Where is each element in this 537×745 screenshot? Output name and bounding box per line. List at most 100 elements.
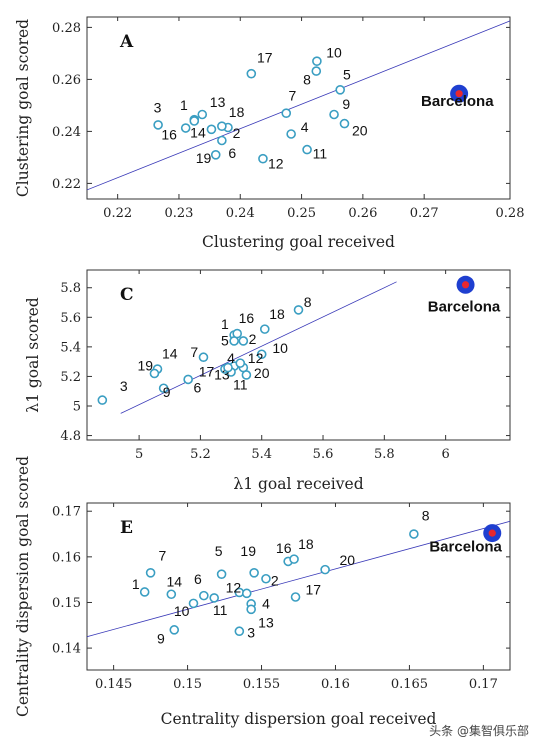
point-label-16: 16 bbox=[239, 310, 255, 326]
barcelona-label: Barcelona bbox=[421, 93, 494, 110]
point-label-1: 1 bbox=[180, 97, 188, 113]
data-point-7 bbox=[281, 108, 292, 118]
point-label-2: 2 bbox=[271, 573, 279, 589]
data-point-20 bbox=[339, 118, 350, 129]
data-point-15 bbox=[241, 588, 252, 599]
y-tick-label: 0.24 bbox=[52, 125, 81, 140]
point-label-19: 19 bbox=[137, 358, 153, 374]
point-label-13: 13 bbox=[258, 615, 274, 631]
x-tick-label: 0.27 bbox=[410, 206, 439, 221]
point-label-2: 2 bbox=[249, 331, 257, 347]
point-label-9: 9 bbox=[163, 384, 171, 400]
y-tick-label: 0.17 bbox=[52, 505, 81, 520]
point-label-6: 6 bbox=[193, 380, 201, 396]
barcelona-label: Barcelona bbox=[429, 538, 502, 555]
data-point-3 bbox=[153, 120, 163, 130]
data-point-11 bbox=[302, 144, 312, 155]
watermark: 头条 @集智俱乐部 bbox=[429, 724, 529, 738]
point-label-17: 17 bbox=[199, 363, 215, 379]
panel-letter: C bbox=[120, 285, 134, 305]
point-label-7: 7 bbox=[159, 547, 167, 563]
point-label-12: 12 bbox=[248, 350, 264, 366]
point-label-18: 18 bbox=[229, 104, 245, 120]
panel-c: 5 5.2 5.4 5.6 5.8 6 4.8 5 5.2 5.4 5.6 5.8 Cλ1 goal r… bbox=[24, 269, 511, 493]
x-tick-label: 0.16 bbox=[321, 677, 350, 692]
data-point-10 bbox=[312, 56, 322, 67]
data-point-1 bbox=[139, 587, 150, 597]
barcelona-label: Barcelona bbox=[428, 298, 501, 315]
data-point-10 bbox=[188, 598, 199, 609]
y-tick-label: 0.15 bbox=[52, 596, 81, 611]
point-label-20: 20 bbox=[340, 552, 356, 568]
point-label-16: 16 bbox=[276, 540, 292, 556]
point-label-5: 5 bbox=[221, 332, 229, 348]
data-point-17 bbox=[223, 362, 233, 373]
point-label-5: 5 bbox=[215, 543, 223, 559]
x-tick-label: 5.4 bbox=[251, 447, 272, 462]
x-tick-label: 5.2 bbox=[190, 447, 211, 462]
data-point-5 bbox=[335, 85, 345, 95]
data-point-19 bbox=[210, 150, 221, 160]
data-point-2 bbox=[261, 573, 271, 584]
point-label-20: 20 bbox=[254, 365, 270, 381]
data-point-2 bbox=[238, 336, 249, 346]
y-tick-label: 0.14 bbox=[52, 642, 81, 657]
y-axis-label: Clustering goal scored bbox=[14, 19, 32, 197]
point-label-14: 14 bbox=[166, 574, 182, 590]
point-label-7: 7 bbox=[288, 88, 296, 104]
x-tick-label: 0.155 bbox=[243, 677, 280, 692]
x-tick-label: 0.24 bbox=[226, 206, 255, 221]
point-label-20: 20 bbox=[352, 122, 368, 138]
x-tick-label: 0.145 bbox=[95, 677, 132, 692]
data-point-13 bbox=[197, 109, 208, 120]
x-axis-label: Centrality dispersion goal received bbox=[161, 710, 437, 728]
point-label-10: 10 bbox=[174, 603, 190, 619]
point-label-4: 4 bbox=[262, 595, 270, 611]
y-tick-label: 0.26 bbox=[52, 73, 81, 88]
point-label-10: 10 bbox=[272, 340, 288, 356]
x-tick-label: 0.23 bbox=[164, 206, 193, 221]
data-point-12 bbox=[258, 153, 268, 164]
x-tick-label: 0.15 bbox=[173, 677, 202, 692]
data-point-19 bbox=[149, 368, 160, 379]
data-point-16 bbox=[232, 328, 242, 339]
data-point-19 bbox=[249, 568, 259, 578]
x-tick-label: 0.25 bbox=[287, 206, 316, 221]
point-label-14: 14 bbox=[190, 124, 206, 140]
plot-frame bbox=[86, 502, 511, 671]
data-point-4 bbox=[286, 129, 296, 139]
point-label-4: 4 bbox=[301, 119, 309, 135]
plot-frame bbox=[86, 16, 511, 200]
point-label-10: 10 bbox=[326, 44, 342, 60]
panel-a: 0.22 0.23 0.24 0.25 0.26 0.27 0.28 0.22 0.24 0.26… bbox=[14, 16, 524, 251]
x-tick-label: 5.6 bbox=[313, 447, 334, 462]
data-point-8 bbox=[293, 305, 304, 315]
point-label-6: 6 bbox=[194, 571, 202, 587]
fit-line bbox=[87, 520, 510, 638]
point-label-14: 14 bbox=[162, 346, 178, 362]
panel-letter: E bbox=[120, 518, 133, 538]
x-tick-label: 0.165 bbox=[391, 677, 428, 692]
data-point-18 bbox=[259, 324, 270, 334]
x-tick-label: 0.17 bbox=[469, 677, 498, 692]
point-label-12: 12 bbox=[268, 155, 284, 171]
data-point-14 bbox=[206, 124, 217, 135]
barcelona-point-inner bbox=[461, 281, 470, 289]
data-point-18 bbox=[217, 121, 227, 131]
data-point-13 bbox=[246, 604, 256, 615]
y-tick-label: 5.8 bbox=[60, 281, 81, 296]
point-label-12: 12 bbox=[226, 579, 242, 595]
y-tick-label: 0.16 bbox=[52, 550, 81, 565]
point-label-9: 9 bbox=[157, 631, 165, 647]
point-label-3: 3 bbox=[247, 625, 255, 641]
point-label-11: 11 bbox=[313, 146, 328, 162]
point-label-8: 8 bbox=[303, 72, 311, 88]
panel-letter: A bbox=[119, 32, 134, 52]
point-label-19: 19 bbox=[196, 150, 212, 166]
panel-e: 0.145 0.15 0.155 0.16 0.165 0.17 0.14 0.15 0.16 0… bbox=[14, 456, 511, 728]
y-axis-label: λ1 goal scored bbox=[24, 297, 42, 413]
data-point-14 bbox=[166, 589, 177, 600]
point-label-2: 2 bbox=[233, 125, 241, 141]
y-tick-label: 0.28 bbox=[52, 21, 81, 36]
